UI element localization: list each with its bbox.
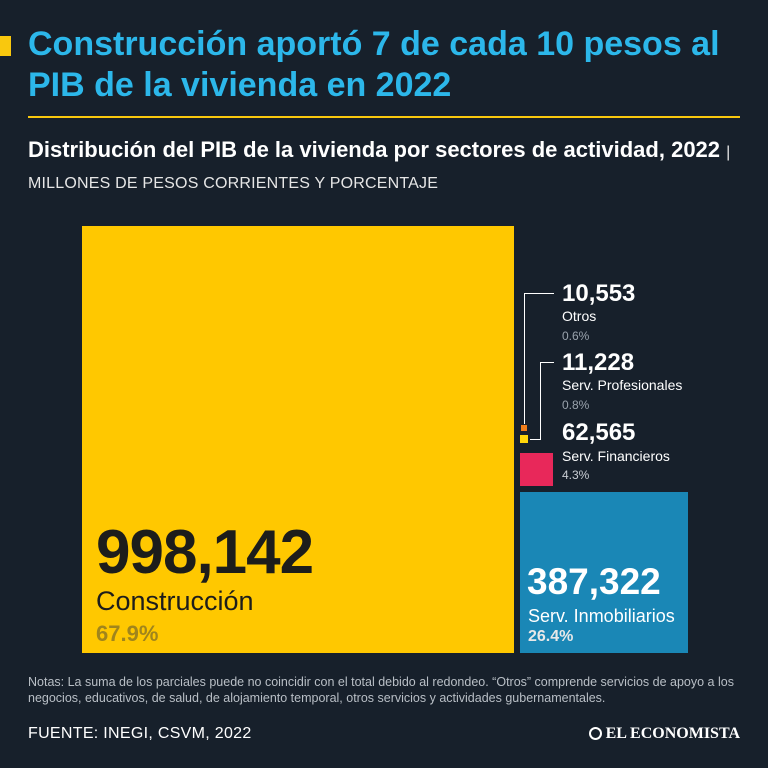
accent-bar — [0, 36, 11, 56]
subtitle-text: Distribución del PIB de la vivienda por … — [28, 137, 721, 162]
financieros-block — [520, 453, 553, 486]
otros-leader-top — [524, 293, 554, 294]
otros-block — [521, 425, 527, 431]
brand-name: EL ECONOMISTA — [605, 725, 740, 742]
financieros-value: 62,565 — [562, 419, 636, 446]
headline: Construcción aportó 7 de cada 10 pesos a… — [28, 25, 720, 104]
brand-circle-icon — [588, 727, 602, 740]
unit-label: | MILLONES DE PESOS CORRIENTES Y PORCENT… — [28, 144, 731, 192]
title-rule — [28, 116, 740, 118]
financieros-label: Serv. Financieros — [562, 448, 670, 464]
source-line: FUENTE: INEGI, CSVM, 2022 — [28, 725, 252, 742]
financieros-pct: 4.3% — [562, 468, 590, 482]
otros-value: 10,553 — [562, 280, 636, 307]
otros-leader-v — [524, 293, 525, 424]
profesionales-block — [520, 435, 528, 443]
profesionales-leader-top — [540, 362, 554, 363]
inmobiliarios-label: Serv. Inmobiliarios — [528, 606, 675, 626]
otros-label: Otros — [562, 308, 597, 324]
inmobiliarios-value: 387,322 — [527, 561, 661, 602]
footnotes: Notas: La suma de los parciales puede no… — [28, 675, 734, 705]
construccion-value: 998,142 — [96, 518, 314, 587]
profesionales-value: 11,228 — [562, 349, 635, 376]
construccion-pct: 67.9% — [96, 621, 159, 646]
chart-subtitle: Distribución del PIB de la vivienda por … — [28, 136, 740, 198]
construccion-block — [82, 226, 514, 653]
construccion-label: Construcción — [96, 586, 254, 616]
otros-pct: 0.6% — [562, 329, 590, 343]
inmobiliarios-block — [520, 492, 688, 653]
inmobiliarios-pct: 26.4% — [528, 628, 574, 645]
profesionales-pct: 0.8% — [562, 398, 590, 412]
brand-logo: EL ECONOMISTA — [588, 724, 740, 744]
profesionales-leader-h — [530, 439, 540, 440]
profesionales-label: Serv. Profesionales — [562, 377, 683, 393]
profesionales-leader-v — [540, 362, 541, 440]
